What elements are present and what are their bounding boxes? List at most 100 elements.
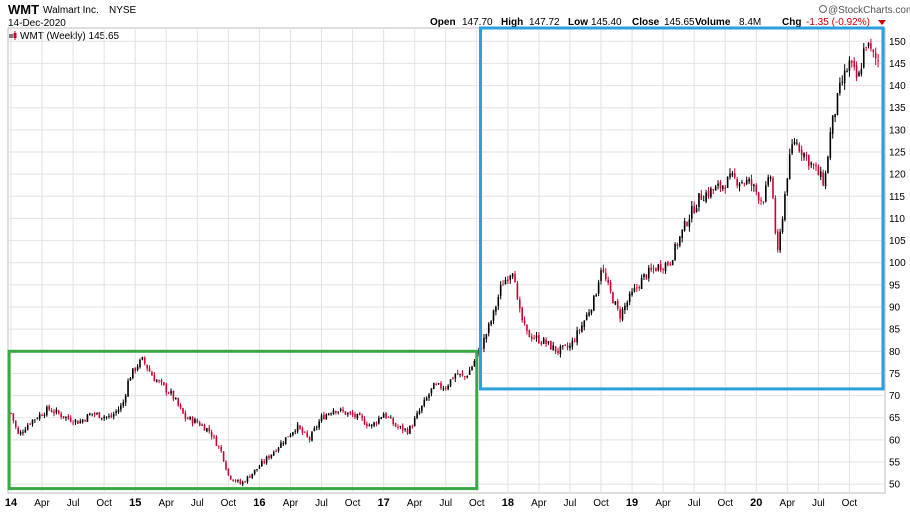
candle-body bbox=[376, 423, 378, 424]
candle-body bbox=[101, 418, 103, 419]
candle-body bbox=[665, 263, 667, 271]
company-name: Walmart Inc. bbox=[43, 5, 99, 16]
candle-body bbox=[457, 373, 459, 375]
candle-body bbox=[247, 476, 249, 482]
x-tick-label: Oct bbox=[717, 498, 733, 509]
candle-body bbox=[830, 132, 832, 158]
candle-body bbox=[777, 231, 779, 249]
candle-body bbox=[108, 416, 110, 417]
candle-body bbox=[22, 432, 24, 433]
candle-body bbox=[560, 346, 562, 354]
candle-body bbox=[548, 341, 550, 343]
volume-value: 8.4M bbox=[739, 17, 761, 28]
candle-body bbox=[421, 406, 423, 411]
chg-label: Chg bbox=[782, 17, 801, 28]
volume-label: Volume bbox=[695, 17, 731, 28]
candle-body bbox=[113, 414, 115, 416]
y-tick-label: 115 bbox=[889, 192, 905, 203]
candle-body bbox=[144, 358, 146, 364]
candle-body bbox=[345, 411, 347, 415]
candle-body bbox=[794, 142, 796, 144]
x-tick-label: Apr bbox=[655, 498, 671, 509]
candle-body bbox=[758, 193, 760, 201]
candle-body bbox=[392, 419, 394, 425]
candle-body bbox=[674, 244, 676, 260]
candle-body bbox=[440, 383, 442, 388]
candle-body bbox=[273, 452, 275, 456]
candle-body bbox=[502, 285, 504, 286]
candle-body bbox=[634, 288, 636, 291]
candle-body bbox=[414, 418, 416, 426]
candle-body bbox=[562, 345, 564, 346]
candle-body bbox=[285, 437, 287, 444]
y-tick-label: 145 bbox=[889, 59, 906, 70]
candle-body bbox=[662, 269, 664, 270]
candle-body bbox=[268, 456, 270, 458]
candle-body bbox=[779, 232, 781, 251]
candle-body bbox=[605, 273, 607, 280]
candle-body bbox=[493, 310, 495, 321]
open-label: Open bbox=[430, 17, 456, 28]
candle-body bbox=[261, 461, 263, 466]
y-tick-label: 95 bbox=[889, 280, 901, 291]
candle-body bbox=[175, 398, 177, 399]
x-tick-label: Apr bbox=[283, 498, 299, 509]
candle-body bbox=[187, 418, 189, 419]
candle-body bbox=[593, 296, 595, 311]
candle-body bbox=[168, 393, 170, 394]
candle-body bbox=[579, 330, 581, 331]
candle-body bbox=[77, 421, 79, 424]
x-tick-label: Apr bbox=[780, 498, 796, 509]
candle-body bbox=[79, 421, 81, 423]
candle-body bbox=[863, 48, 865, 67]
candle-body bbox=[603, 269, 605, 272]
candle-body bbox=[734, 173, 736, 177]
x-tick-label: Apr bbox=[34, 498, 50, 509]
candle-body bbox=[340, 409, 342, 411]
y-tick-label: 65 bbox=[889, 413, 901, 424]
candle-body bbox=[299, 426, 301, 429]
candle-body bbox=[177, 398, 179, 405]
candle-body bbox=[837, 93, 839, 115]
candle-body bbox=[519, 300, 521, 309]
candle-body bbox=[383, 414, 385, 418]
candle-body bbox=[760, 200, 762, 201]
candle-body bbox=[63, 416, 65, 418]
candle-body bbox=[111, 415, 113, 417]
candle-body bbox=[41, 415, 43, 416]
candle-body bbox=[569, 346, 571, 349]
candle-body bbox=[352, 413, 354, 415]
candle-body bbox=[619, 309, 621, 318]
candle-body bbox=[832, 115, 834, 134]
candle-body bbox=[309, 437, 311, 440]
candle-body bbox=[435, 384, 437, 385]
exchange-name: NYSE bbox=[109, 5, 137, 16]
candle-body bbox=[595, 295, 597, 297]
candle-body bbox=[68, 416, 70, 419]
candle-body bbox=[182, 408, 184, 414]
candle-body bbox=[34, 419, 36, 420]
candle-body bbox=[858, 72, 860, 76]
candle-body bbox=[134, 368, 136, 371]
candle-body bbox=[691, 206, 693, 219]
candle-body bbox=[853, 61, 855, 67]
candle-body bbox=[765, 185, 767, 201]
watermark-text: @StockCharts.com bbox=[828, 5, 910, 16]
y-tick-label: 75 bbox=[889, 369, 901, 380]
candle-body bbox=[51, 410, 53, 412]
candle-body bbox=[275, 451, 277, 452]
candle-body bbox=[443, 388, 445, 389]
candle-body bbox=[132, 368, 134, 378]
candle-body bbox=[722, 186, 724, 189]
candle-body bbox=[798, 144, 800, 151]
candle-body bbox=[612, 292, 614, 303]
high-label: High bbox=[501, 17, 523, 28]
candle-body bbox=[701, 194, 703, 199]
y-tick-label: 140 bbox=[889, 81, 906, 92]
candle-body bbox=[39, 414, 41, 418]
candle-body bbox=[25, 430, 27, 433]
candle-body bbox=[263, 461, 265, 462]
candle-body bbox=[337, 412, 339, 413]
candle-body bbox=[311, 432, 313, 441]
